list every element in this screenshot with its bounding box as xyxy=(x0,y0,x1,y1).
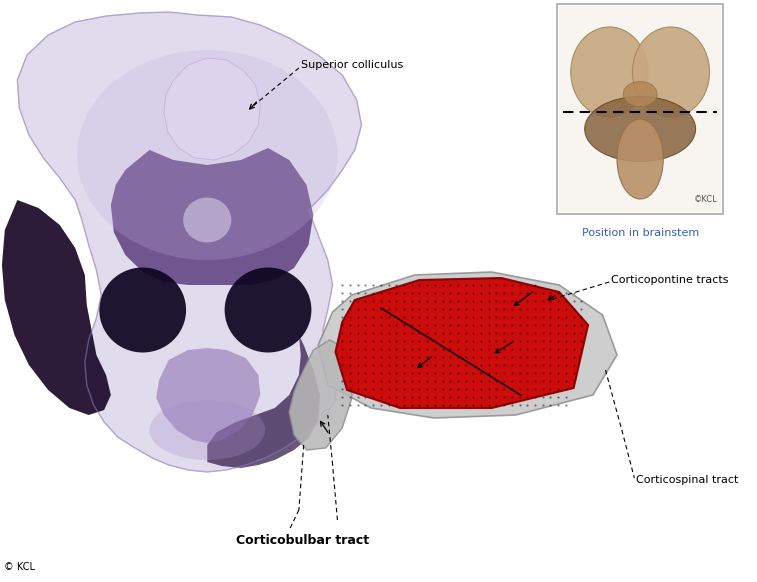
FancyBboxPatch shape xyxy=(557,4,723,214)
Ellipse shape xyxy=(623,81,657,107)
Ellipse shape xyxy=(149,400,265,460)
Ellipse shape xyxy=(183,197,232,243)
Text: © KCL: © KCL xyxy=(4,562,35,572)
Text: Corticospinal tract: Corticospinal tract xyxy=(637,475,739,485)
Ellipse shape xyxy=(584,97,696,161)
Ellipse shape xyxy=(571,27,648,117)
Polygon shape xyxy=(2,200,111,415)
Text: Corticopontine tracts: Corticopontine tracts xyxy=(611,275,729,285)
Ellipse shape xyxy=(99,268,186,353)
Ellipse shape xyxy=(225,268,311,353)
Text: Position in brainstem: Position in brainstem xyxy=(581,228,699,238)
Ellipse shape xyxy=(617,119,663,199)
Ellipse shape xyxy=(77,50,338,260)
Text: ©KCL: ©KCL xyxy=(693,195,718,204)
Polygon shape xyxy=(335,278,588,408)
Text: Corticobulbar tract: Corticobulbar tract xyxy=(236,534,369,546)
Text: Superior colliculus: Superior colliculus xyxy=(301,60,403,70)
Polygon shape xyxy=(17,12,362,472)
Polygon shape xyxy=(164,58,260,160)
Polygon shape xyxy=(318,272,617,418)
Polygon shape xyxy=(111,148,313,285)
Polygon shape xyxy=(156,348,260,443)
Polygon shape xyxy=(207,335,320,468)
Ellipse shape xyxy=(632,27,709,117)
Polygon shape xyxy=(289,340,352,450)
FancyBboxPatch shape xyxy=(559,6,721,212)
